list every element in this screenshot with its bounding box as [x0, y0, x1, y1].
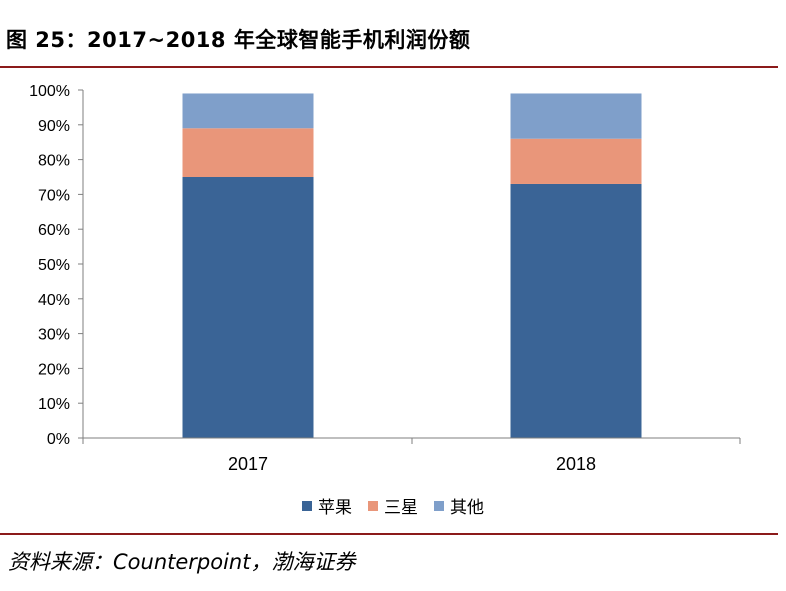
- legend-swatch: [434, 500, 444, 511]
- y-tick-label: 10%: [38, 396, 70, 413]
- y-tick-label: 0%: [47, 431, 70, 448]
- y-tick-label: 70%: [38, 187, 70, 204]
- y-tick-label: 100%: [29, 83, 70, 100]
- stacked-bar-chart: 0%10%20%30%40%50%60%70%80%90%100% 2017 20…: [29, 83, 741, 470]
- y-tick-label: 30%: [38, 327, 70, 344]
- y-tick-label: 90%: [38, 118, 70, 135]
- page-title: 图 25：2017~2018 年全球智能手机利润份额: [6, 28, 471, 52]
- y-tick-label: 50%: [38, 257, 70, 274]
- bar-segment: [182, 128, 314, 177]
- legend-swatch: [368, 500, 378, 511]
- bar-segment: [510, 93, 642, 139]
- legend-label: 三星: [384, 498, 418, 518]
- legend-label: 其他: [450, 498, 484, 518]
- top-divider: [0, 66, 778, 68]
- y-axis: 0% 10% 20% 30% 40% 50% 60% 70% 80% 90% 100%: [29, 83, 84, 448]
- y-tick-label: 20%: [38, 361, 70, 378]
- x-axis: 2017 2018: [82, 437, 741, 470]
- legend-item: 三星: [368, 493, 418, 518]
- bar-segment: [182, 93, 314, 129]
- bar-segment: [510, 183, 642, 438]
- bar-segment: [182, 177, 314, 438]
- bars: [182, 93, 642, 438]
- bottom-divider: [0, 533, 778, 535]
- x-tick-label: 2017: [228, 454, 268, 470]
- legend-label: 苹果: [318, 498, 352, 518]
- legend-item: 苹果: [302, 493, 352, 518]
- y-tick-label: 80%: [38, 153, 70, 170]
- y-tick-label: 60%: [38, 222, 70, 239]
- bar-segment: [510, 138, 642, 184]
- source-note: 资料来源：Counterpoint，渤海证券: [8, 550, 356, 574]
- y-tick-label: 40%: [38, 292, 70, 309]
- x-tick-label: 2018: [556, 454, 596, 470]
- legend-swatch: [302, 500, 312, 511]
- legend-item: 其他: [434, 493, 484, 518]
- chart-legend: 苹果 三星 其他: [0, 493, 786, 518]
